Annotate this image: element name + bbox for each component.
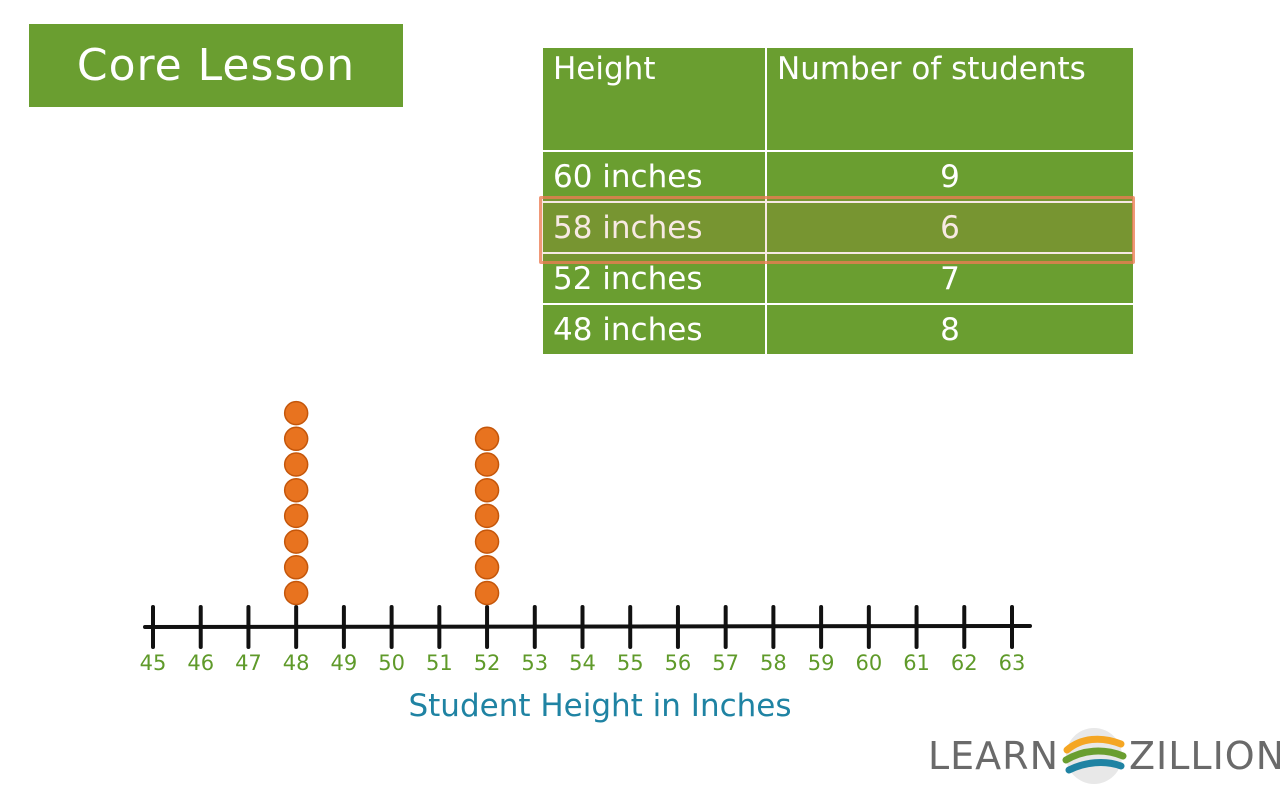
tick-label: 58 bbox=[760, 651, 787, 675]
tick-label: 48 bbox=[283, 651, 310, 675]
logo-text-right: ZILLION bbox=[1129, 734, 1280, 778]
logo-text-left: LEARN bbox=[928, 734, 1060, 778]
tick-label: 55 bbox=[617, 651, 644, 675]
tick-label: 50 bbox=[378, 651, 405, 675]
tick-label: 56 bbox=[665, 651, 692, 675]
row-highlight-box bbox=[539, 196, 1135, 264]
x-axis-title: Student Height in Inches bbox=[408, 688, 792, 724]
data-dot bbox=[283, 426, 309, 452]
row-height-cell: 52 inches bbox=[541, 252, 767, 305]
data-dot bbox=[474, 477, 500, 503]
tick-label: 52 bbox=[474, 651, 501, 675]
tick-label: 59 bbox=[808, 651, 835, 675]
data-dot bbox=[474, 503, 500, 529]
tick-label: 57 bbox=[712, 651, 739, 675]
table-row: 58 inches 6 bbox=[541, 201, 1135, 254]
tick-label: 53 bbox=[521, 651, 548, 675]
data-dot bbox=[283, 555, 309, 580]
data-dot bbox=[283, 529, 309, 554]
data-dot bbox=[474, 555, 500, 580]
tick-group: 45 46 47 48 49 50 51 52 53 54 55 56 57 58 59 60 61 62 63 bbox=[140, 605, 1026, 675]
data-dot bbox=[283, 580, 309, 606]
data-dot bbox=[474, 529, 500, 554]
row-count-cell: 9 bbox=[765, 150, 1135, 203]
row-height-cell: 48 inches bbox=[541, 303, 767, 356]
tick-label: 49 bbox=[331, 651, 358, 675]
table-header-row: Height Number of students bbox=[541, 46, 1135, 152]
row-height-cell: 60 inches bbox=[541, 150, 767, 203]
header-height: Height bbox=[541, 46, 767, 152]
tick-label: 47 bbox=[235, 651, 262, 675]
number-line-axis bbox=[143, 624, 1032, 629]
height-table: Height Number of students 60 inches 9 58… bbox=[541, 46, 1135, 356]
core-lesson-badge: Core Lesson bbox=[29, 24, 403, 107]
table-row: 60 inches 9 bbox=[541, 150, 1135, 203]
tick-label: 46 bbox=[187, 651, 214, 675]
tick-label: 45 bbox=[140, 651, 167, 675]
dot-group bbox=[283, 400, 500, 606]
tick-label: 51 bbox=[426, 651, 453, 675]
data-dot bbox=[283, 477, 309, 503]
table-row: 52 inches 7 bbox=[541, 252, 1135, 305]
row-height-cell: 58 inches bbox=[541, 201, 767, 254]
tick-label: 63 bbox=[999, 651, 1026, 675]
swirl-logo-icon bbox=[1062, 728, 1127, 784]
core-lesson-label: Core Lesson bbox=[76, 40, 356, 91]
tick-label: 61 bbox=[903, 651, 930, 675]
tick-label: 62 bbox=[951, 651, 978, 675]
row-count-cell: 8 bbox=[765, 303, 1135, 356]
data-dot bbox=[283, 503, 309, 529]
data-dot bbox=[474, 426, 500, 452]
data-dot bbox=[474, 452, 500, 477]
data-dot bbox=[283, 400, 309, 426]
table-row: 48 inches 8 bbox=[541, 303, 1135, 356]
tick-label: 60 bbox=[855, 651, 882, 675]
data-dot bbox=[283, 452, 309, 477]
learnzillion-logo: LEARN ZILLION bbox=[928, 724, 1280, 788]
row-count-cell: 7 bbox=[765, 252, 1135, 305]
header-number-of-students: Number of students bbox=[765, 46, 1135, 152]
tick-label: 54 bbox=[569, 651, 596, 675]
data-dot bbox=[474, 580, 500, 606]
